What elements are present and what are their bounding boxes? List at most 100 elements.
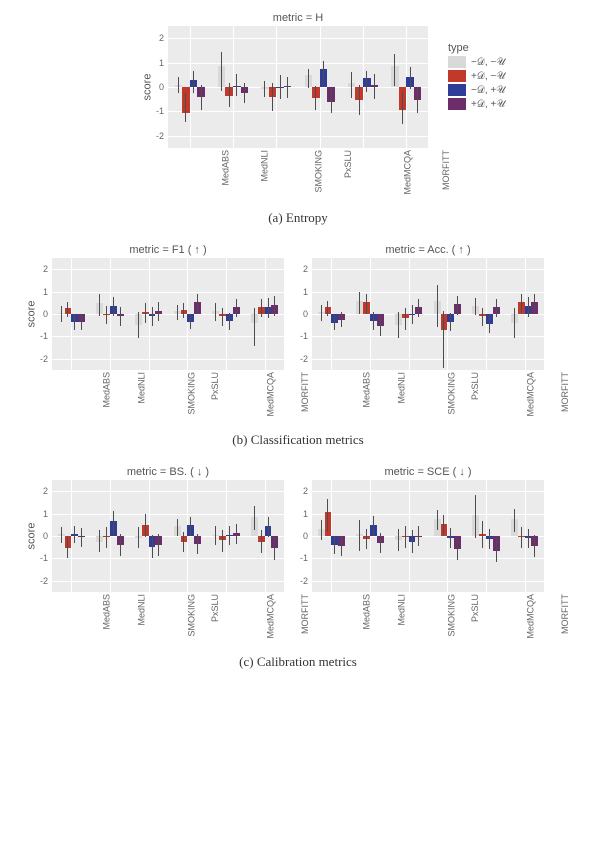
gridline-v <box>226 480 227 592</box>
xtick-label: SMOKING <box>446 594 456 637</box>
error-bar <box>229 526 230 545</box>
error-bar <box>366 71 367 92</box>
error-bar <box>412 530 413 552</box>
error-bar <box>366 294 367 314</box>
xtick-label: MedNLI <box>397 372 407 404</box>
plot-area: -2-1012MedABSMedNLISMOKINGPxSLUMedMCQAMO… <box>312 480 544 592</box>
error-bar <box>81 314 82 330</box>
gridline-v <box>320 26 321 148</box>
xtick-label: SMOKING <box>446 372 456 415</box>
error-bar <box>489 315 490 333</box>
chart-title: metric = F1 ( ↑ ) <box>52 244 284 256</box>
caption-b: (b) Classification metrics <box>12 432 584 448</box>
chart-SCE: metric = SCE ( ↓ ) -2-1012MedABSMedNLISM… <box>312 466 544 592</box>
error-bar <box>264 81 265 97</box>
gridline-v <box>265 480 266 592</box>
error-bar <box>410 67 411 89</box>
error-bar <box>274 296 275 316</box>
error-bar <box>315 86 316 110</box>
chart-title: metric = Acc. ( ↑ ) <box>312 244 544 256</box>
gridline <box>52 314 284 315</box>
gridline <box>52 581 284 582</box>
error-bar <box>443 515 444 535</box>
gridline <box>52 359 284 360</box>
error-bar <box>145 514 146 538</box>
gridline <box>312 558 544 559</box>
error-bar <box>268 517 269 537</box>
legend-row: −𝒟, −𝒰 <box>448 56 505 68</box>
error-bar <box>496 299 497 317</box>
error-bar <box>482 308 483 326</box>
legend-row: +𝒟, +𝒰 <box>448 98 505 110</box>
row-c: metric = BS. ( ↓ ) score-2-1012MedABSMed… <box>12 466 584 592</box>
chart-F1: metric = F1 ( ↑ ) score-2-1012MedABSMedN… <box>52 244 284 370</box>
ytick-label: -2 <box>288 354 308 364</box>
error-bar <box>152 307 153 326</box>
error-bar <box>327 301 328 317</box>
error-bar <box>254 506 255 531</box>
error-bar <box>359 520 360 550</box>
xtick-label: PxSLU <box>470 372 480 400</box>
xtick-label: MedMCQA <box>266 372 276 417</box>
error-bar <box>418 526 419 546</box>
xtick-label: MedABS <box>220 150 230 186</box>
legend-label: +𝒟, +𝒰 <box>471 99 505 110</box>
error-bar <box>193 71 194 93</box>
xtick-label: MedMCQA <box>526 372 536 417</box>
error-bar <box>457 538 458 559</box>
error-bar <box>341 536 342 556</box>
error-bar <box>120 307 121 326</box>
error-bar <box>402 92 403 124</box>
error-bar <box>521 527 522 548</box>
error-bar <box>244 83 245 103</box>
gridline-v <box>233 26 234 148</box>
error-bar <box>528 529 529 548</box>
error-bar <box>373 516 374 536</box>
ytick-label: -1 <box>288 553 308 563</box>
legend-swatch <box>448 98 466 110</box>
error-bar <box>287 77 288 98</box>
gridline-v <box>525 258 526 370</box>
error-bar <box>341 312 342 328</box>
ytick-label: -2 <box>288 576 308 586</box>
gridline <box>52 269 284 270</box>
gridline-v <box>406 26 407 148</box>
error-bar <box>496 538 497 562</box>
ytick-label: -2 <box>28 576 48 586</box>
chart-title: metric = BS. ( ↓ ) <box>52 466 284 478</box>
ytick-label: 2 <box>288 264 308 274</box>
error-bar <box>229 313 230 330</box>
gridline <box>52 292 284 293</box>
error-bar <box>323 61 324 84</box>
gridline <box>168 38 428 39</box>
ytick-label: 1 <box>28 287 48 297</box>
xtick-label: MedABS <box>362 372 372 408</box>
error-bar <box>236 299 237 317</box>
xtick-label: MedABS <box>102 372 112 408</box>
gridline <box>312 359 544 360</box>
plot-area: score-2-1012MedABSMedNLISMOKINGPxSLUMedM… <box>52 258 284 370</box>
error-bar <box>152 535 153 559</box>
gridline <box>312 536 544 537</box>
error-bar <box>120 534 121 556</box>
ytick-label: -1 <box>28 553 48 563</box>
plot-area: -2-1012MedABSMedNLISMOKINGPxSLUMedMCQAMO… <box>312 258 544 370</box>
gridline <box>52 336 284 337</box>
error-bar <box>405 526 406 548</box>
ytick-label: -1 <box>144 106 164 116</box>
error-bar <box>261 299 262 317</box>
gridline <box>52 491 284 492</box>
gridline-v <box>265 258 266 370</box>
error-bar <box>380 315 381 336</box>
ytick-label: 0 <box>288 531 308 541</box>
legend-row: +𝒟, −𝒰 <box>448 70 505 82</box>
error-bar <box>359 292 360 314</box>
xtick-label: SMOKING <box>186 372 196 415</box>
ytick-label: 0 <box>28 309 48 319</box>
error-bar <box>190 314 191 329</box>
gridline-v <box>110 480 111 592</box>
legend-label: −𝒟, +𝒰 <box>471 85 505 96</box>
error-bar <box>521 294 522 313</box>
error-bar <box>534 535 535 557</box>
error-bar <box>145 303 146 323</box>
